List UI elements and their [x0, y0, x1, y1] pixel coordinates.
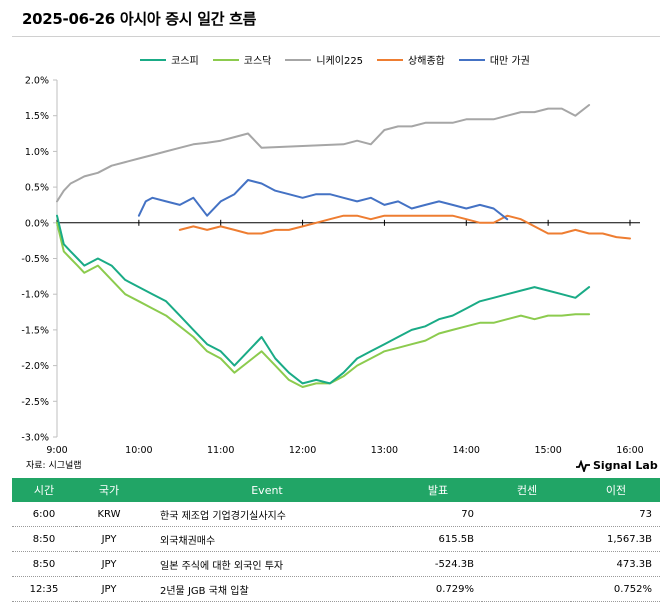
cell-time: 6:00: [12, 502, 76, 527]
legend-swatch: [140, 58, 167, 61]
column-header-consensus: 컨센: [482, 478, 571, 502]
brand-logo: Signal Lab: [576, 459, 658, 472]
legend-item-taiwan: 대만 가권: [458, 52, 530, 67]
signal-icon: [576, 459, 590, 472]
legend-swatch: [285, 58, 312, 61]
x-tick-label: 10:00: [125, 445, 152, 456]
legend-item-kospi: 코스피: [140, 52, 199, 67]
brand-name: Signal Lab: [593, 459, 658, 472]
legend-swatch: [212, 58, 239, 61]
x-tick-label: 11:00: [207, 445, 234, 456]
cell-event: 한국 제조업 기업경기실사지수: [142, 502, 393, 527]
line-chart: 2.0% 1.5% 1.0% 0.5% 0.0% -0.5% -1.0% -1.5% -2.0%…: [21, 76, 643, 457]
table-row: 12:35 JPY 2년물 JGB 국채 입찰 0.729% 0.752%: [12, 576, 660, 602]
table-row: 8:50 JPY 일본 주식에 대한 외국인 투자 -524.3B 473.3B: [12, 551, 660, 577]
table-row: 8:50 JPY 외국채권매수 615.5B 1,567.3B: [12, 526, 660, 552]
cell-country: JPY: [76, 526, 142, 552]
cell-event: 외국채권매수: [142, 526, 393, 552]
legend-label: 니케이225: [316, 56, 364, 67]
table-header-row: 시간 국가 Event 발표 컨센 이전: [12, 478, 660, 502]
y-tick-label: 1.5%: [25, 111, 49, 122]
cell-event: 2년물 JGB 국채 입찰: [142, 576, 393, 602]
x-tick-label: 15:00: [534, 445, 561, 456]
chart-legend: 코스피 코스닥 니케이225 상해종합 대만 가권: [0, 52, 670, 67]
cell-event: 일본 주식에 대한 외국인 투자: [142, 551, 393, 577]
cell-previous: 73: [571, 502, 660, 527]
series-line-2: [56, 104, 591, 203]
y-tick-label: -0.5%: [21, 254, 49, 265]
y-tick-label: 0.0%: [25, 218, 49, 229]
cell-consensus: [482, 526, 571, 552]
column-header-actual: 발표: [393, 478, 482, 502]
legend-label: 상해종합: [408, 56, 445, 67]
cell-time: 8:50: [12, 551, 76, 577]
series-line-3: [178, 214, 631, 240]
cell-consensus: [482, 576, 571, 602]
x-tick-label: 16:00: [616, 445, 643, 456]
y-tick-label: 2.0%: [25, 76, 49, 87]
y-tick-label: 1.0%: [25, 147, 49, 158]
column-header-previous: 이전: [571, 478, 660, 502]
title-divider: [12, 36, 660, 37]
y-tick-label: -1.0%: [21, 290, 49, 301]
page-title: 2025-06-26 아시아 증시 일간 흐름: [22, 10, 257, 28]
x-tick-label: 14:00: [453, 445, 480, 456]
cell-actual: 615.5B: [393, 526, 482, 552]
column-header-event: Event: [142, 478, 393, 502]
cell-actual: 70: [393, 502, 482, 527]
cell-consensus: [482, 502, 571, 527]
y-tick-label: -2.0%: [21, 361, 49, 372]
cell-actual: -524.3B: [393, 551, 482, 577]
legend-label: 대만 가권: [489, 56, 530, 67]
series-line-1: [56, 221, 591, 388]
series-line-4: [137, 179, 509, 221]
legend-item-kosdaq: 코스닥: [212, 52, 272, 67]
table-row: 6:00 KRW 한국 제조업 기업경기실사지수 70 73: [12, 502, 660, 527]
legend-swatch: [458, 58, 485, 61]
economic-events-table: 시간 국가 Event 발표 컨센 이전 6:00 KRW 한국 제조업 기업경…: [12, 478, 660, 602]
legend-label: 코스피: [171, 56, 199, 67]
legend-swatch: [377, 58, 404, 61]
column-header-country: 국가: [76, 478, 142, 502]
cell-time: 12:35: [12, 576, 76, 602]
x-tick-label: 9:00: [46, 445, 67, 456]
cell-actual: 0.729%: [393, 576, 482, 602]
cell-previous: 1,567.3B: [571, 526, 660, 552]
cell-country: JPY: [76, 576, 142, 602]
series-line-0: [56, 214, 591, 385]
x-tick-label: 12:00: [289, 445, 316, 456]
y-tick-label: -1.5%: [21, 325, 49, 336]
cell-previous: 0.752%: [571, 576, 660, 602]
legend-item-shanghai: 상해종합: [377, 52, 445, 67]
y-tick-label: -3.0%: [21, 433, 49, 444]
y-tick-label: -2.5%: [21, 397, 49, 408]
cell-previous: 473.3B: [571, 551, 660, 577]
cell-country: JPY: [76, 551, 142, 577]
cell-country: KRW: [76, 502, 142, 527]
legend-item-nikkei: 니케이225: [285, 52, 363, 67]
cell-time: 8:50: [12, 526, 76, 552]
x-tick-label: 13:00: [371, 445, 398, 456]
cell-consensus: [482, 551, 571, 577]
legend-label: 코스닥: [243, 56, 272, 67]
y-tick-label: 0.5%: [25, 183, 49, 194]
source-note: 자료: 시그널랩: [26, 461, 82, 471]
column-header-time: 시간: [12, 478, 76, 502]
